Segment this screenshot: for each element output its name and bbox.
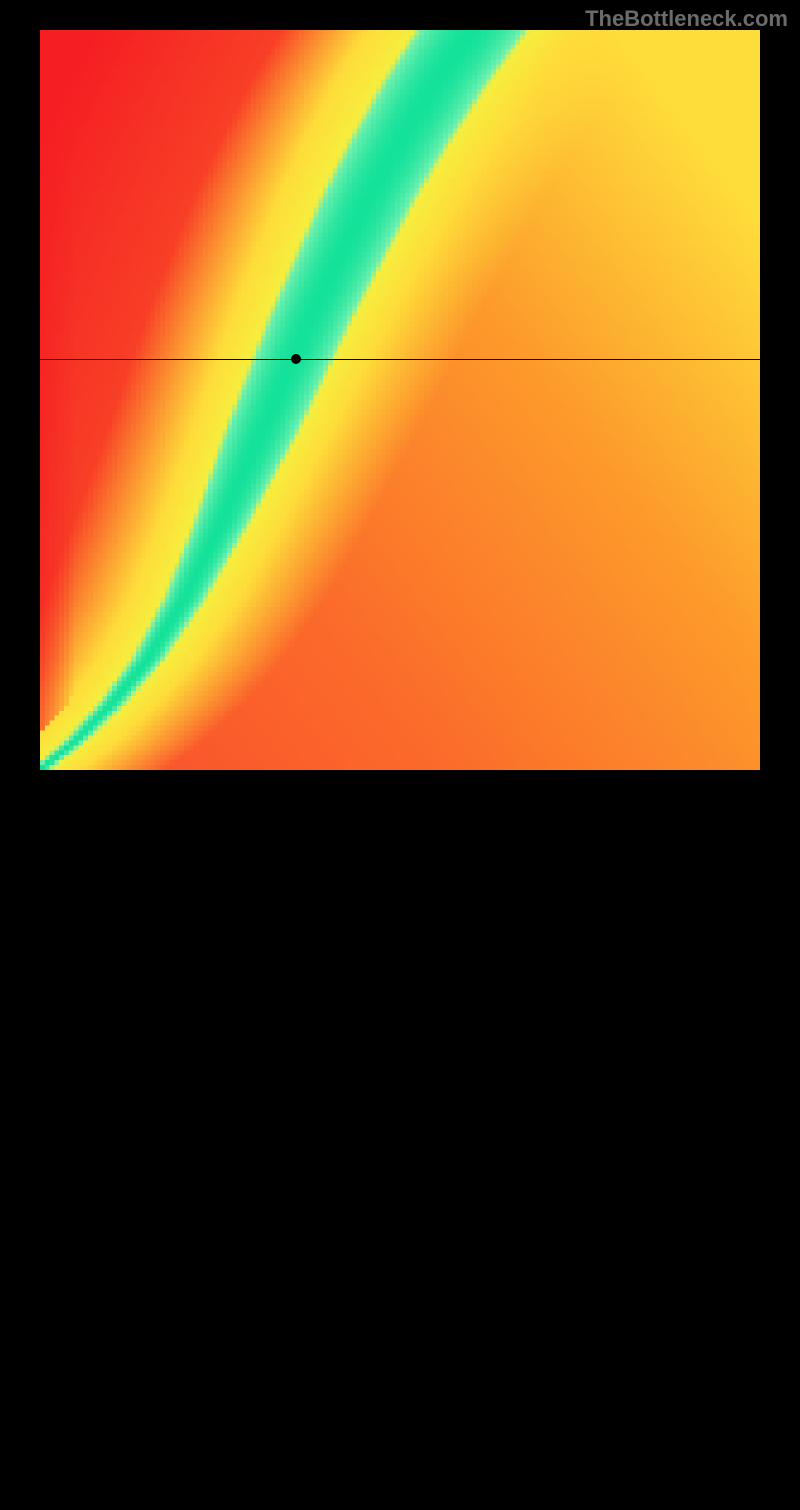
heatmap-canvas: [40, 30, 760, 770]
marker-dot: [291, 354, 301, 364]
watermark-text: TheBottleneck.com: [585, 6, 788, 32]
crosshair-horizontal: [40, 359, 760, 360]
heatmap-plot: [40, 30, 760, 770]
crosshair-vertical: [296, 770, 297, 1510]
